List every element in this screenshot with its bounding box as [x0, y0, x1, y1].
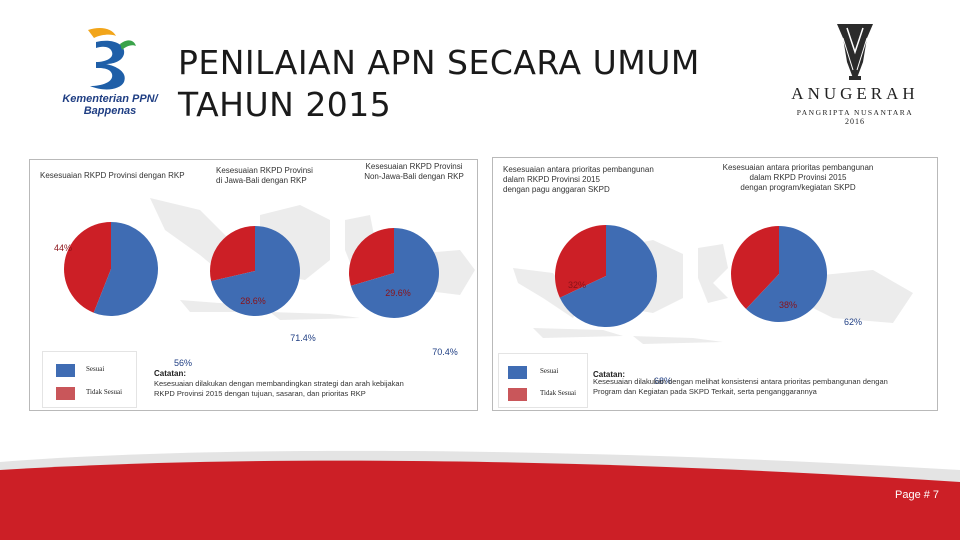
- chart-4-title: Kesesuaian antara prioritas pembangunan …: [503, 165, 673, 195]
- note-left-line-1: Kesesuaian dilakukan dengan membandingka…: [154, 379, 404, 388]
- page-number: Page # 7: [895, 489, 940, 501]
- note-heading-right: Catatan:: [593, 370, 626, 379]
- pie-chart-1: 56% 44%: [54, 222, 192, 368]
- pie-5-slice-tidak-sesuai: [730, 226, 779, 309]
- pie-3-slice-sesuai: [350, 228, 440, 318]
- chart-5-title-line-3: dengan program/kegiatan SKPD: [740, 183, 856, 192]
- legend-swatch-sesuai-right: [508, 366, 527, 379]
- note-left-line-2: RKPD Provinsi 2015 dengan tujuan, sasara…: [154, 389, 366, 398]
- pie-4-label-tidak-sesuai: 32%: [568, 280, 586, 290]
- panel-left: Kesesuaian RKPD Provinsi dengan RKP Kese…: [29, 159, 478, 411]
- chart-2-title-line-1: Kesesuaian RKPD Provinsi: [216, 166, 313, 175]
- title-line-1: PENILAIAN APN SECARA UMUM: [178, 43, 700, 82]
- chart-3-title: Kesesuaian RKPD Provinsi Non-Jawa-Bali d…: [354, 162, 474, 182]
- trophy-icon: [837, 24, 873, 80]
- pie-3-label-tidak-sesuai: 29.6%: [385, 288, 411, 298]
- footer-wave: [0, 450, 960, 540]
- chart-5-title-line-2: dalam RKPD Provinsi 2015: [749, 173, 847, 182]
- note-text-left: Kesesuaian dilakukan dengan membandingka…: [154, 379, 474, 399]
- pie-5-slice-sesuai: [746, 226, 827, 322]
- pie-chart-2: 71.4% 28.6%: [210, 226, 316, 343]
- page-title: PENILAIAN APN SECARA UMUM TAHUN 2015: [178, 42, 700, 126]
- pie-chart-3: 70.4% 29.6%: [349, 228, 458, 357]
- legend-left: Sesuai Tidak Sesuai: [42, 351, 137, 408]
- legend-swatch-tidak-sesuai: [56, 387, 75, 400]
- anugerah-year: 2016: [845, 117, 865, 126]
- note-text-right: Kesesuaian dilakukan dengan melihat kons…: [593, 377, 937, 397]
- pie-1-slice-tidak-sesuai: [64, 222, 111, 313]
- chart-4-title-line-3: dengan pagu anggaran SKPD: [503, 185, 610, 194]
- pie-4-label-sesuai: 68%: [654, 376, 672, 386]
- legend-label-sesuai: Sesuai: [86, 365, 105, 373]
- chart-4-title-line-2: dalam RKPD Provinsi 2015: [503, 175, 600, 184]
- bappenas-logo: Kementerian PPN/ Bappenas: [50, 26, 170, 122]
- pie-2-slice-sesuai: [211, 226, 301, 316]
- pie-2-label-sesuai: 71.4%: [290, 333, 316, 343]
- anugerah-brand: ANUGERAH: [791, 84, 919, 103]
- pie-1-label-tidak-sesuai: 44%: [54, 243, 72, 253]
- chart-5-title-line-1: Kesesuaian antara prioritas pembangunan: [722, 163, 874, 172]
- pie-3-slice-tidak-sesuai: [349, 228, 394, 286]
- pie-5-label-sesuai: 62%: [844, 317, 862, 327]
- pie-3-label-sesuai: 70.4%: [432, 347, 458, 357]
- logo-left-line1: Kementerian PPN/: [62, 93, 158, 105]
- note-right-line-2: Program dan Kegiatan pada SKPD Terkait, …: [593, 387, 817, 396]
- logo-left-line2: Bappenas: [83, 105, 137, 117]
- legend-label-tidak-sesuai-right: Tidak Sesuai: [540, 389, 577, 397]
- pie-2-label-tidak-sesuai: 28.6%: [240, 296, 266, 306]
- pie-2-slice-tidak-sesuai: [210, 226, 255, 282]
- chart-2-title-line-2: di Jawa-Bali dengan RKP: [216, 176, 307, 185]
- anugerah-subtitle: PANGRIPTA NUSANTARA: [796, 108, 914, 117]
- footer-red-band: [0, 460, 960, 540]
- chart-2-title: Kesesuaian RKPD Provinsi di Jawa-Bali de…: [216, 166, 336, 186]
- chart-1-title: Kesesuaian RKPD Provinsi dengan RKP: [40, 171, 210, 181]
- chart-3-title-line-2: Non-Jawa-Bali dengan RKP: [364, 172, 464, 181]
- pie-1-slice-sesuai: [93, 222, 159, 316]
- chart-1-title-line-1: Kesesuaian RKPD Provinsi dengan RKP: [40, 171, 185, 180]
- bappenas-emblem-icon: [88, 28, 136, 90]
- legend-label-tidak-sesuai: Tidak Sesuai: [86, 388, 123, 396]
- pie-1-label-sesuai: 56%: [174, 358, 192, 368]
- note-right-line-1: Kesesuaian dilakukan dengan melihat kons…: [593, 377, 888, 386]
- chart-3-title-line-1: Kesesuaian RKPD Provinsi: [365, 162, 463, 171]
- chart-4-title-line-1: Kesesuaian antara prioritas pembangunan: [503, 165, 654, 174]
- legend-label-sesuai-right: Sesuai: [540, 367, 559, 375]
- anugerah-logo: ANUGERAH PANGRIPTA NUSANTARA 2016: [780, 22, 930, 134]
- chart-5-title: Kesesuaian antara prioritas pembangunan …: [713, 163, 883, 193]
- panel-right: Kesesuaian antara prioritas pembangunan …: [492, 157, 938, 411]
- pie-4-slice-tidak-sesuai: [554, 225, 606, 298]
- title-line-2: TAHUN 2015: [178, 85, 392, 124]
- pie-chart-5: 62% 38%: [730, 226, 862, 327]
- legend-swatch-sesuai: [56, 364, 75, 377]
- legend-swatch-tidak-sesuai-right: [508, 388, 527, 401]
- pie-4-slice-sesuai: [559, 225, 657, 327]
- note-heading-left: Catatan:: [154, 369, 187, 378]
- legend-right: Sesuai Tidak Sesuai: [498, 353, 588, 408]
- pie-5-label-tidak-sesuai: 38%: [779, 300, 797, 310]
- pie-chart-4: 68% 32%: [554, 225, 672, 386]
